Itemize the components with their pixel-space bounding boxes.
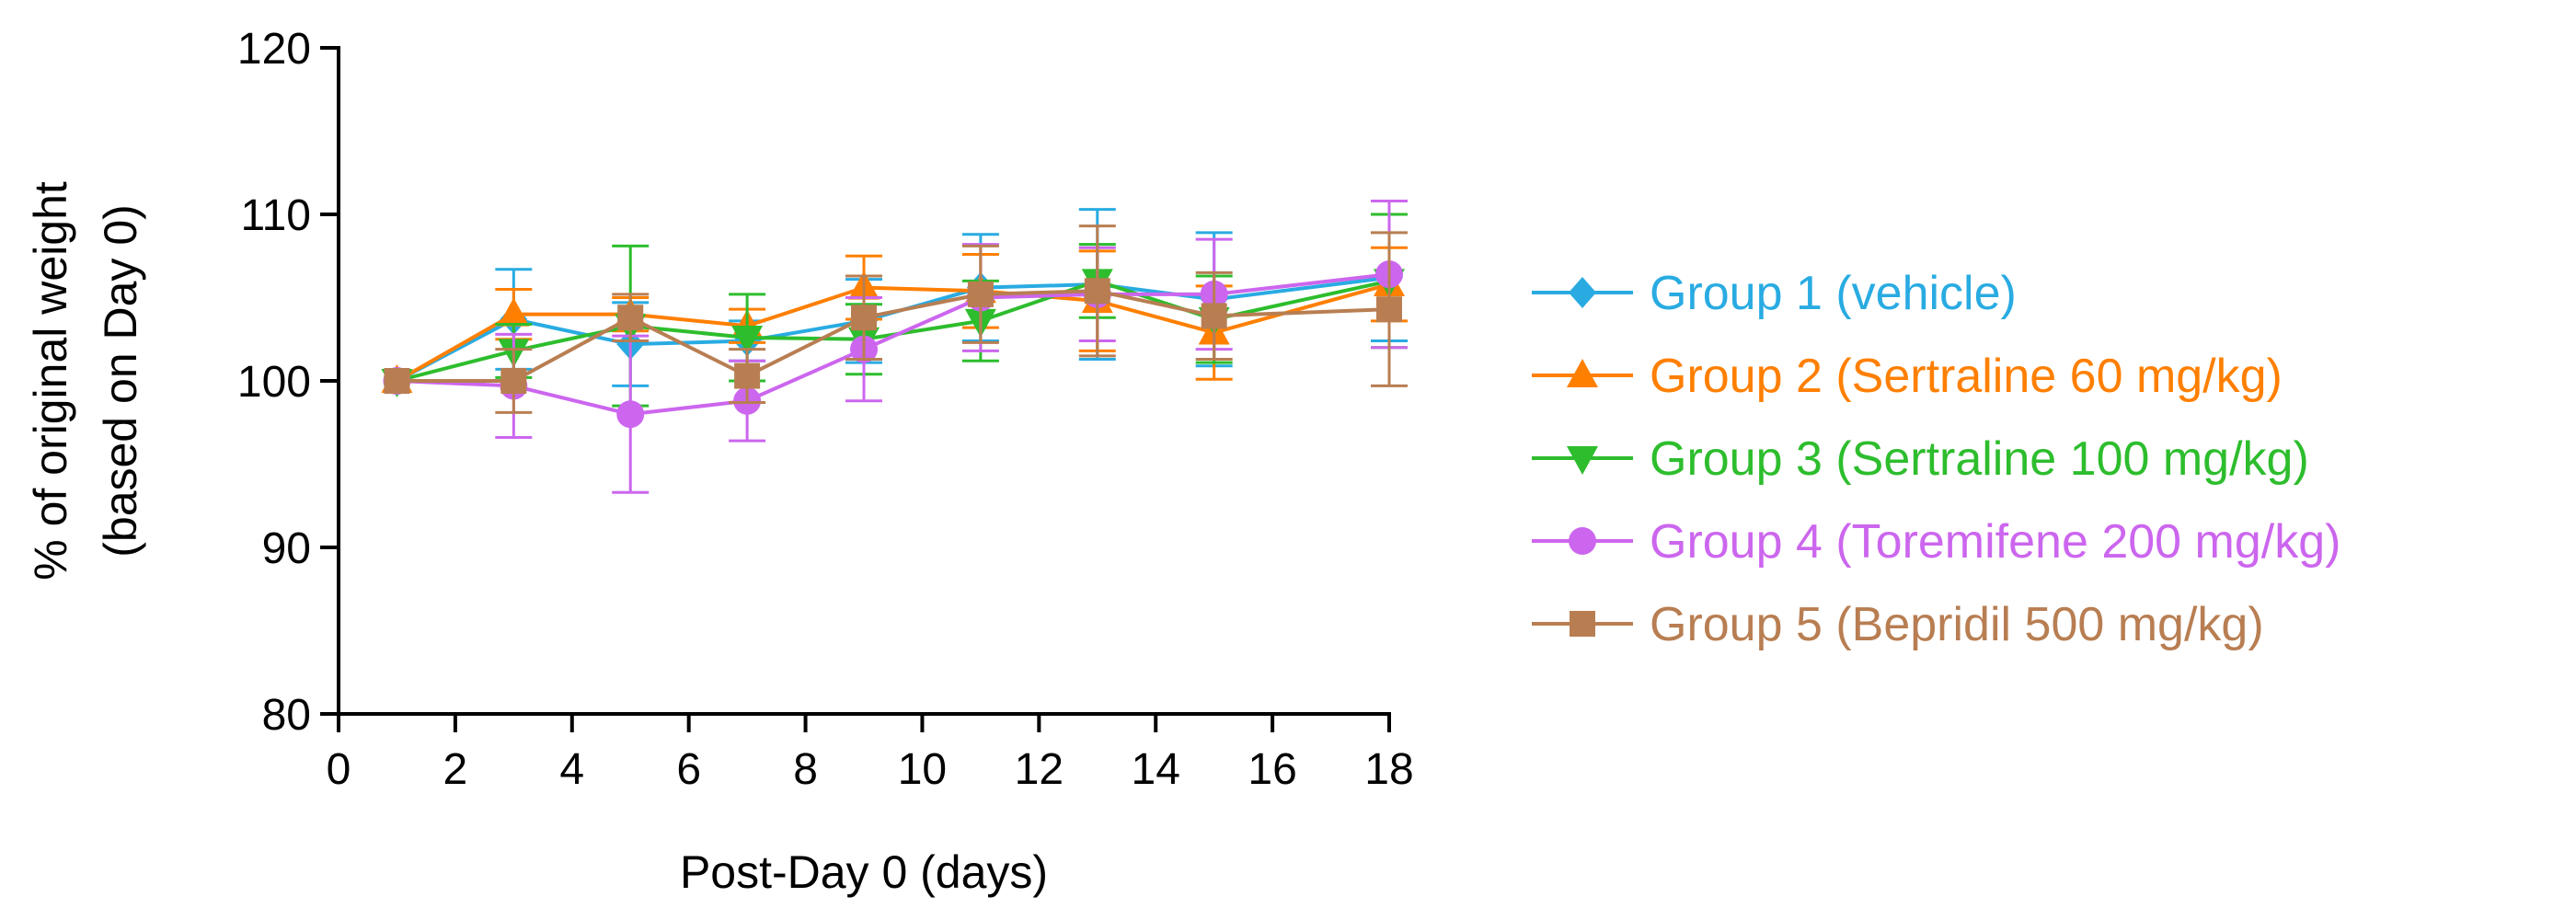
legend-item-3: Group 3 (Sertraline 100 mg/kg) <box>1532 432 2309 486</box>
legend-marker <box>1567 359 1598 387</box>
x-tick-label: 14 <box>1132 745 1180 794</box>
y-axis-title-line-1: % of original weight <box>25 181 76 581</box>
data-point <box>967 281 994 307</box>
legend-item-2: Group 2 (Sertraline 60 mg/kg) <box>1532 350 2283 403</box>
series-5 <box>384 224 1408 414</box>
x-tick-label: 10 <box>898 745 947 794</box>
axes: 80 90 100 110 120 0 2 4 6 8 10 12 14 16 18 <box>237 25 1414 794</box>
x-tick-label: 0 <box>327 745 351 794</box>
x-tick-label: 18 <box>1364 745 1413 794</box>
data-point <box>731 325 764 354</box>
legend-label: Group 5 (Bepridil 500 mg/kg) <box>1650 598 2264 651</box>
y-axis-title-line-2: (based on Day 0) <box>95 204 146 558</box>
data-point <box>498 297 530 327</box>
x-tick-label: 4 <box>559 745 584 794</box>
y-tick-label: 100 <box>237 358 311 407</box>
x-tick-label: 8 <box>793 745 818 794</box>
data-point <box>384 368 410 394</box>
data-point <box>1084 278 1110 305</box>
y-tick-label: 120 <box>237 25 311 74</box>
data-point <box>1201 303 1227 329</box>
legend-item-1: Group 1 (vehicle) <box>1532 267 2017 320</box>
legend-marker <box>1570 611 1595 637</box>
legend: Group 1 (vehicle) Group 2 (Sertraline 60 … <box>1532 267 2340 651</box>
legend-item-4: Group 4 (Toremifene 200 mg/kg) <box>1532 515 2340 569</box>
legend-label: Group 4 (Toremifene 200 mg/kg) <box>1650 515 2340 569</box>
data-point <box>500 368 527 394</box>
legend-marker <box>1569 527 1596 555</box>
legend-marker <box>1569 277 1596 308</box>
y-tick-label: 80 <box>262 691 311 740</box>
legend-item-5: Group 5 (Bepridil 500 mg/kg) <box>1532 598 2264 651</box>
data-point <box>1376 296 1402 323</box>
data-point <box>617 305 644 331</box>
data-point <box>616 400 645 429</box>
x-axis-title: Post-Day 0 (days) <box>680 846 1048 898</box>
y-tick-label: 110 <box>240 191 311 240</box>
legend-marker <box>1567 446 1598 475</box>
x-tick-label: 12 <box>1015 745 1064 794</box>
data-point <box>734 362 761 389</box>
legend-label: Group 1 (vehicle) <box>1650 267 2017 320</box>
x-tick-label: 16 <box>1248 745 1296 794</box>
plot-data <box>381 200 1408 494</box>
x-tick-label: 2 <box>443 745 468 794</box>
legend-label: Group 3 (Sertraline 100 mg/kg) <box>1650 432 2309 486</box>
x-tick-label: 6 <box>676 745 701 794</box>
legend-label: Group 2 (Sertraline 60 mg/kg) <box>1650 350 2283 403</box>
series-line <box>396 282 1390 383</box>
y-tick-label: 90 <box>262 524 311 573</box>
data-point <box>851 305 877 331</box>
